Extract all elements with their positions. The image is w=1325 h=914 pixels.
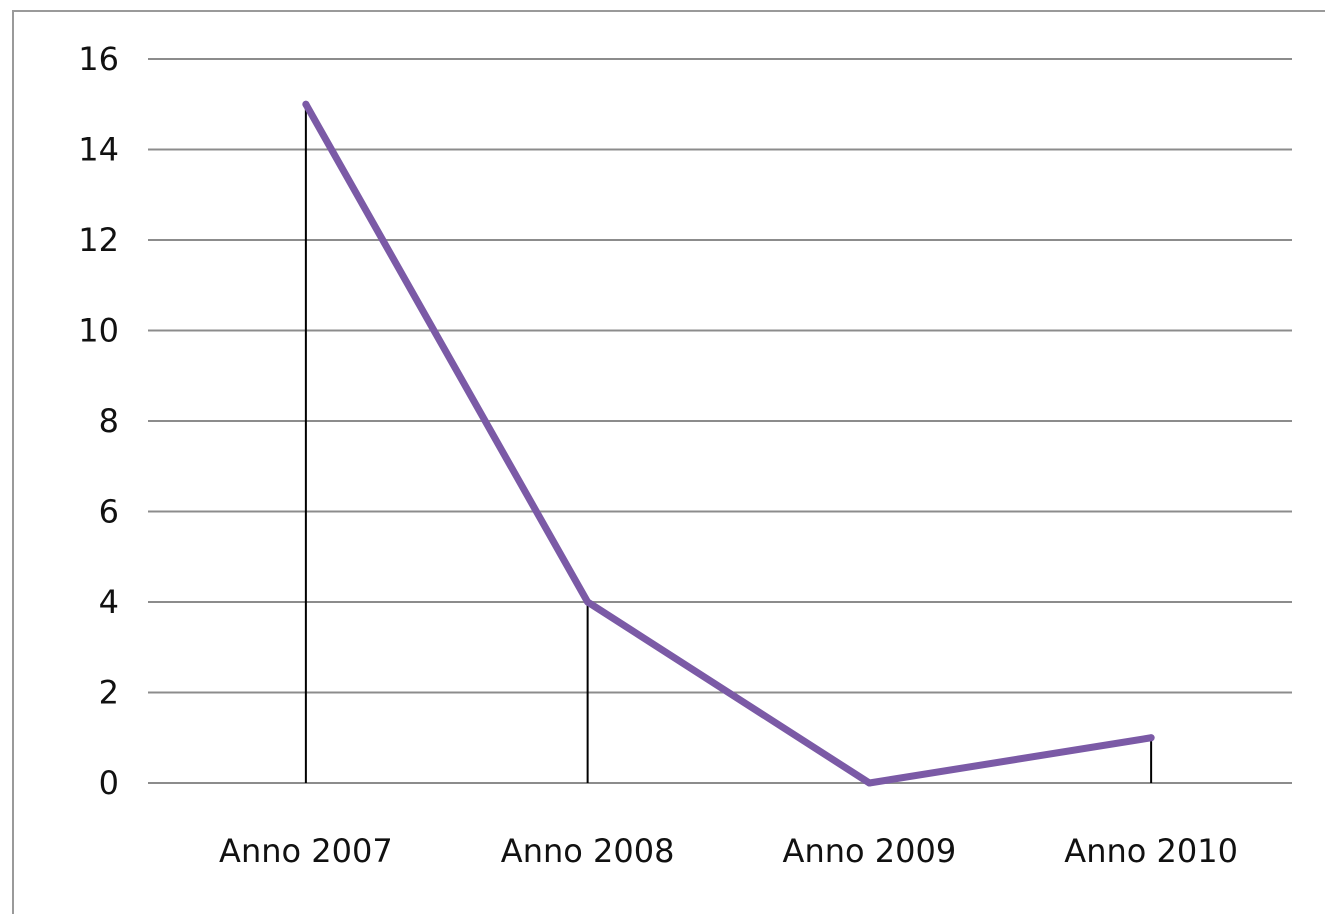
data-point-0-0 bbox=[302, 100, 310, 108]
y-tick-label-8: 8 bbox=[99, 402, 119, 440]
x-category-label-2: Anno 2009 bbox=[783, 832, 957, 870]
series-line-0 bbox=[302, 100, 1155, 787]
gridlines bbox=[148, 58, 1292, 784]
y-tick-label-12: 12 bbox=[78, 221, 119, 259]
y-tick-label-0: 0 bbox=[99, 764, 119, 802]
x-category-label-1: Anno 2008 bbox=[501, 832, 675, 870]
y-tick-label-14: 14 bbox=[78, 131, 119, 169]
x-category-label-3: Anno 2010 bbox=[1064, 832, 1238, 870]
data-point-0-2 bbox=[865, 779, 873, 787]
series-layer bbox=[302, 100, 1155, 787]
x-category-label-0: Anno 2007 bbox=[219, 832, 393, 870]
data-point-0-3 bbox=[1147, 734, 1155, 742]
y-tick-label-10: 10 bbox=[78, 312, 119, 350]
y-tick-label-4: 4 bbox=[99, 583, 119, 621]
x-axis-categories: Anno 2007 Anno 2008 Anno 2009 Anno 2010 bbox=[219, 832, 1238, 870]
drop-lines bbox=[304, 104, 1153, 783]
y-axis-ticks: 0 2 4 6 8 10 12 14 16 bbox=[78, 40, 119, 802]
y-tick-label-6: 6 bbox=[99, 493, 119, 531]
y-tick-label-16: 16 bbox=[78, 40, 119, 78]
chart-frame bbox=[12, 10, 1325, 914]
data-point-0-1 bbox=[584, 598, 592, 606]
y-tick-label-2: 2 bbox=[99, 674, 119, 712]
